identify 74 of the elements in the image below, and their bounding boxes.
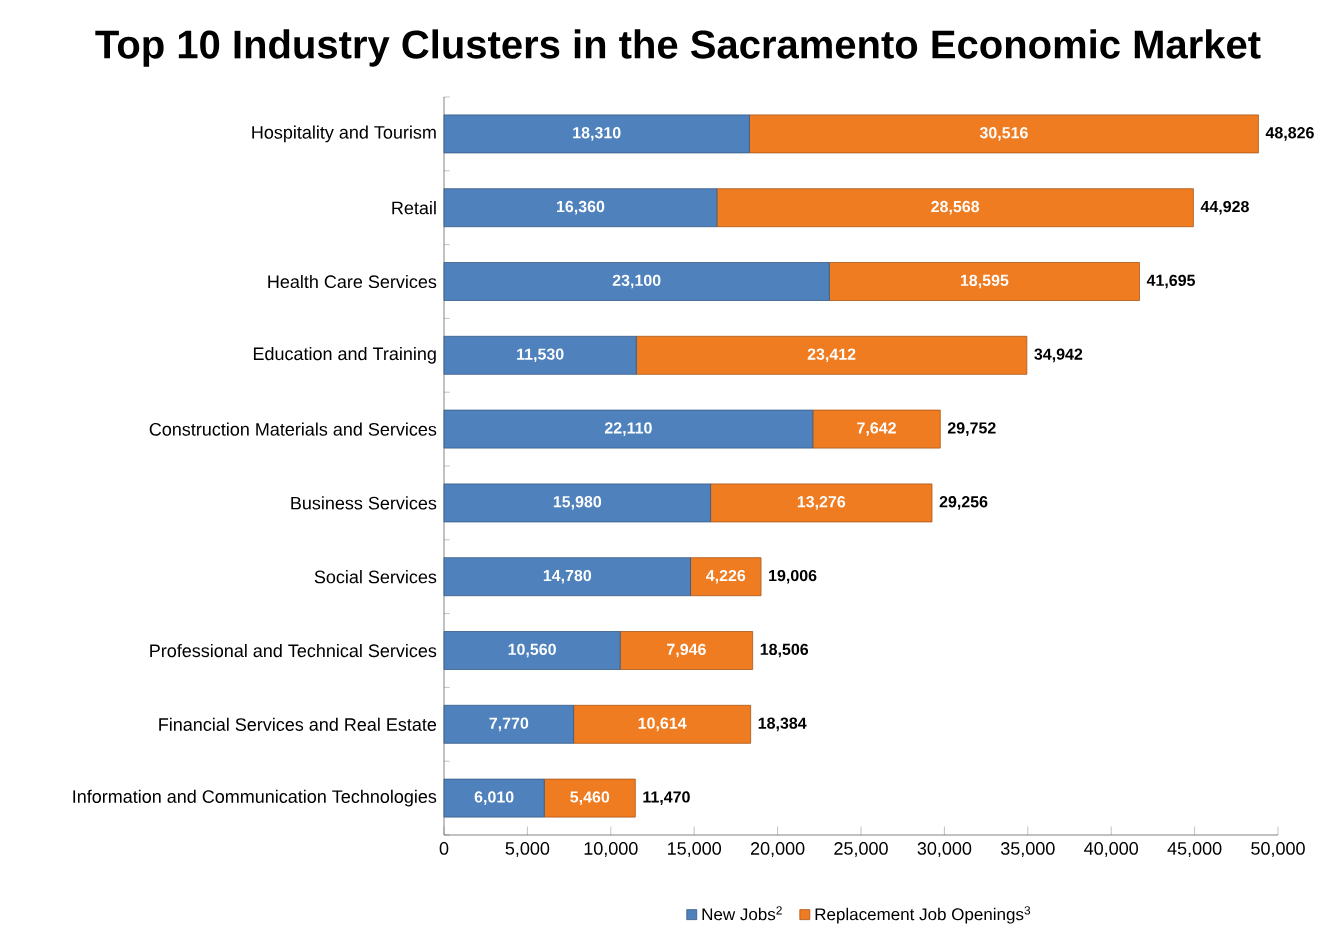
bar [710,483,933,523]
y-tick-label: Health Care Services [268,274,437,289]
x-tick-label: 30,000 [917,842,972,857]
bar [573,704,752,744]
y-tick-label: Retail [392,201,436,215]
bar [812,409,941,449]
bar [619,631,754,670]
bar [443,778,545,818]
y-tick-label: Social Services [314,570,437,584]
x-tick-label: 25,000 [834,842,888,857]
x-tick-label: 10,000 [584,842,638,857]
total-label: 18,384 [758,717,807,732]
y-tick-label: Hospitality and Tourism [252,125,436,143]
x-tick-label: 20,000 [750,842,805,857]
data-label: 7,642 [857,422,896,436]
data-label: 6,010 [474,791,514,805]
legend-label: New Jobs$^{2}$ [702,906,782,921]
total-label: 44,928 [1200,200,1249,215]
data-label: 16,360 [556,200,605,215]
bar [443,114,750,154]
total-label: 11,470 [643,791,690,805]
y-tick-label: Financial Services and Real Estate [159,717,437,731]
total-label: 19,006 [769,569,817,584]
data-label: 23,100 [612,274,661,289]
data-label: 30,516 [979,127,1028,141]
data-label: 23,412 [807,348,856,363]
data-label: 13,276 [797,496,846,510]
legend-label: Replacement Job Openings$^{3}$ [815,906,1031,924]
data-label: 18,595 [960,274,1009,289]
x-tick-label: 0 [439,842,449,855]
data-label: 22,110 [604,422,652,436]
x-tick-label: 5,000 [505,842,550,857]
y-tick-label: Construction Materials and Services [149,422,437,436]
bar [443,335,637,375]
total-label: 34,942 [1034,348,1083,363]
data-label: 5,460 [570,791,610,805]
total-label: 41,695 [1146,274,1196,289]
y-tick-label: Information and Communication Technologies [73,789,437,807]
bar [443,483,711,523]
bar [443,557,691,597]
data-label: 7,770 [489,717,529,732]
total-label: 18,506 [760,643,809,658]
total-label: 29,752 [947,422,996,436]
data-label: 18,310 [573,127,621,141]
bar [443,188,718,228]
bar [749,114,1259,154]
total-label: 48,826 [1265,127,1314,141]
chart-title: Top 10 Industry Clusters in the Sacramento Economic Market [95,29,1261,67]
data-label: 4,226 [706,569,746,584]
bar [690,557,762,597]
bar [443,262,830,301]
bar [443,704,574,744]
data-label: 15,980 [553,496,602,510]
data-label: 10,614 [638,717,687,732]
x-tick-label: 15,000 [668,842,722,857]
bar [828,262,1140,301]
data-label: 11,530 [517,348,564,363]
total-label: 29,256 [939,496,988,510]
x-tick-label: 50,000 [1251,842,1305,857]
data-label: 14,780 [543,569,592,584]
x-tick-label: 35,000 [1000,842,1055,857]
data-label: 10,560 [508,643,556,658]
bar [443,409,814,449]
y-tick-label: Business Services [291,496,437,510]
bar [635,335,1028,375]
bar [716,188,1194,228]
y-tick-label: Education and Training [253,346,436,364]
data-label: 28,568 [931,200,980,215]
bar [543,778,636,818]
x-tick-label: 45,000 [1167,842,1222,857]
y-tick-label: Professional and Technical Services [150,643,437,658]
bar [443,631,621,670]
data-label: 7,946 [667,643,706,658]
x-tick-label: 40,000 [1084,842,1139,857]
